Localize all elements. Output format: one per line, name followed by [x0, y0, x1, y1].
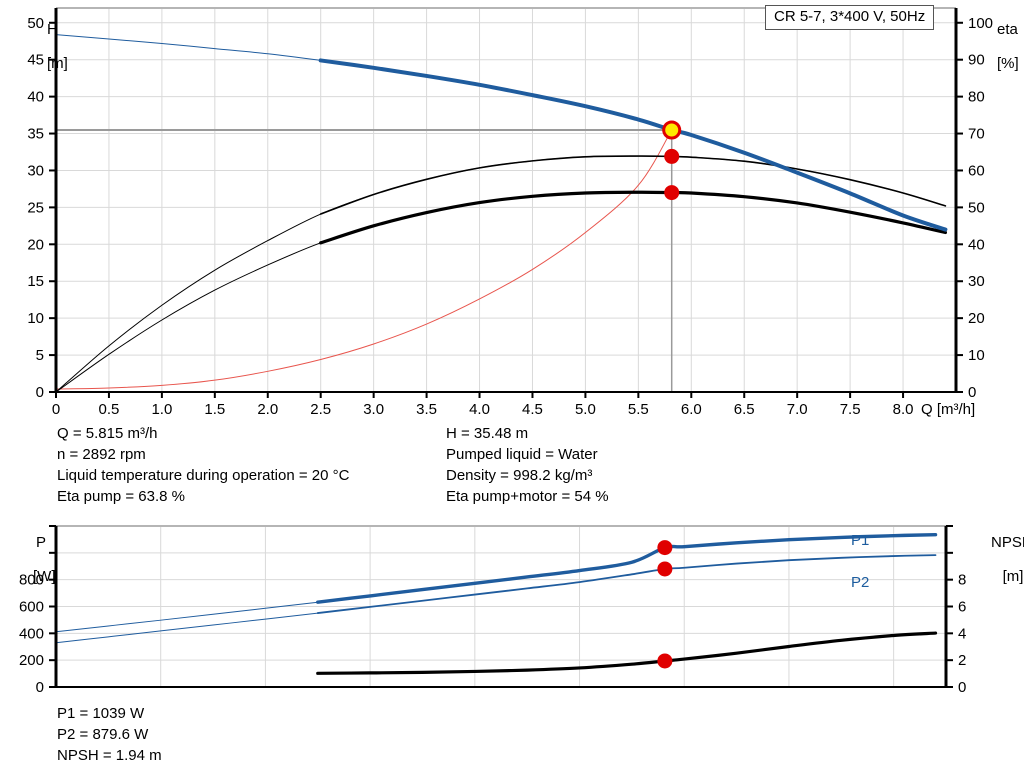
y-axis-tick-label: 30 [27, 162, 44, 179]
y-axis-tick-label: 10 [27, 310, 44, 327]
y2-axis-tick-label: 90 [968, 52, 985, 69]
npsh-curve [316, 631, 938, 675]
head-eta-chart: 0 5 10 15 20 25 30 35 40 45 50 0 10 20 30 40 50 60 70 80 90 1… [27, 5, 1019, 418]
series-label-p1: P1 [851, 532, 870, 549]
x-axis-tick-label: 0 [52, 401, 60, 418]
duty-info-left-line: n = 2892 rpm [57, 446, 146, 463]
power-npsh-chart: 0 200 400 600 800 0 2 4 6 8 P [W] NPSH [m] P1 P2 [0, 512, 1024, 707]
eta-pump-curve [319, 155, 947, 215]
p2-marker [657, 561, 673, 577]
eta-axis-title: eta [%] [997, 21, 1019, 72]
x-axis-tick-label: 5.5 [628, 401, 649, 418]
y2-axis-tick-label: 70 [968, 126, 985, 143]
y-axis-tick-label: 35 [27, 126, 44, 143]
x-axis-tick-label: 7.0 [787, 401, 808, 418]
y-axis-tick-label: 5 [36, 347, 44, 364]
power-info-line: P1 = 1039 W [57, 705, 145, 722]
y-axis-tick-label: 50 [27, 15, 44, 32]
power-info: P1 = 1039 W P2 = 879.6 W NPSH = 1.94 m [57, 703, 162, 766]
duty-info-left-line: Q = 5.815 m³/h [57, 425, 158, 442]
y2-axis-tick-label: 8 [958, 572, 966, 589]
x-axis-tick-label: 1.0 [151, 401, 172, 418]
y2-axis-tick-label: 2 [958, 652, 966, 669]
x-axis-tick-label: 7.5 [840, 401, 861, 418]
y-axis-tick-label: 200 [19, 652, 44, 669]
p2-curve [316, 554, 937, 614]
x-axis-title: Q [m³/h] [921, 401, 975, 418]
power-npsh-chart-canvas: 0 200 400 600 800 0 2 4 6 8 [19, 525, 966, 696]
duty-info-right-line: Eta pump+motor = 54 % [446, 488, 609, 505]
head-eta-chart-canvas: 0 5 10 15 20 25 30 35 40 45 50 0 10 20 30 40 50 60 70 80 90 1… [27, 7, 993, 418]
y-axis-tick-label: 600 [19, 599, 44, 616]
y-axis-tick-label: 15 [27, 273, 44, 290]
x-axis-tick-label: 5.0 [575, 401, 596, 418]
y2-axis-tick-label: 40 [968, 236, 985, 253]
p1-curve [316, 533, 938, 604]
head-curve [318, 58, 948, 232]
duty-info-right-line: Density = 998.2 kg/m³ [446, 467, 593, 484]
x-axis-tick-label: 4.0 [469, 401, 490, 418]
x-axis-tick-label: 2.0 [257, 401, 278, 418]
y2-axis-tick-label: 20 [968, 310, 985, 327]
y-axis-tick-label: 800 [19, 572, 44, 589]
y-axis-tick-label: 20 [27, 236, 44, 253]
y2-axis-tick-label: 0 [958, 679, 966, 696]
series-label-p2: P2 [851, 574, 870, 591]
y2-axis-tick-label: 6 [958, 599, 966, 616]
pump-model-title-box: CR 5-7, 3*400 V, 50Hz [765, 5, 935, 30]
x-axis-tick-label: 2.5 [310, 401, 331, 418]
eta-pump-marker [664, 148, 680, 164]
y-axis-tick-label: 40 [27, 89, 44, 106]
x-axis-tick-label: 4.5 [522, 401, 543, 418]
duty-info-right: H = 35.48 m Pumped liquid = Water Densit… [446, 423, 609, 507]
y2-axis-tick-label: 100 [968, 15, 993, 32]
y-axis-tick-label: 400 [19, 625, 44, 642]
y2-axis-tick-label: 10 [968, 347, 985, 364]
y2-axis-tick-label: 50 [968, 199, 985, 216]
power-info-line: NPSH = 1.94 m [57, 747, 162, 764]
y2-axis-tick-label: 4 [958, 625, 966, 642]
y-axis-tick-label: 45 [27, 52, 44, 69]
x-axis-tick-label: 3.5 [416, 401, 437, 418]
duty-info-left-line: Eta pump = 63.8 % [57, 488, 185, 505]
y2-axis-tick-label: 60 [968, 162, 985, 179]
eta-pump-motor-marker [664, 185, 680, 201]
y-axis-tick-label: 0 [36, 679, 44, 696]
y2-axis-tick-label: 30 [968, 273, 985, 290]
x-axis-tick-label: 8.0 [893, 401, 914, 418]
x-axis-tick-label: 6.5 [734, 401, 755, 418]
y2-axis-tick-label: 0 [968, 384, 976, 401]
npsh-axis-title: NPSH [m] [991, 534, 1024, 585]
duty-info-right-line: H = 35.48 m [446, 425, 529, 442]
p-axis-title: P [W] [33, 534, 56, 585]
power-info-line: P2 = 879.6 W [57, 726, 149, 743]
npsh-marker [657, 653, 673, 669]
duty-info-left-line: Liquid temperature during operation = 20… [57, 467, 350, 484]
y-axis-tick-label: 0 [36, 384, 44, 401]
p1-marker [657, 540, 673, 556]
y-axis-tick-label: 25 [27, 199, 44, 216]
y2-axis-tick-label: 80 [968, 89, 985, 106]
h-axis-title: H [m] [47, 21, 68, 72]
duty-info-right-line: Pumped liquid = Water [446, 446, 598, 463]
x-axis-tick-label: 1.5 [204, 401, 225, 418]
duty-info-left: Q = 5.815 m³/h n = 2892 rpm Liquid tempe… [57, 423, 349, 507]
x-axis-tick-label: 3.0 [363, 401, 384, 418]
x-axis-tick-label: 6.0 [681, 401, 702, 418]
x-axis-tick-label: 0.5 [99, 401, 120, 418]
duty-point-marker [662, 120, 682, 140]
npsh-curve-top [55, 129, 673, 390]
eta-pump-motor-curve [319, 190, 948, 245]
